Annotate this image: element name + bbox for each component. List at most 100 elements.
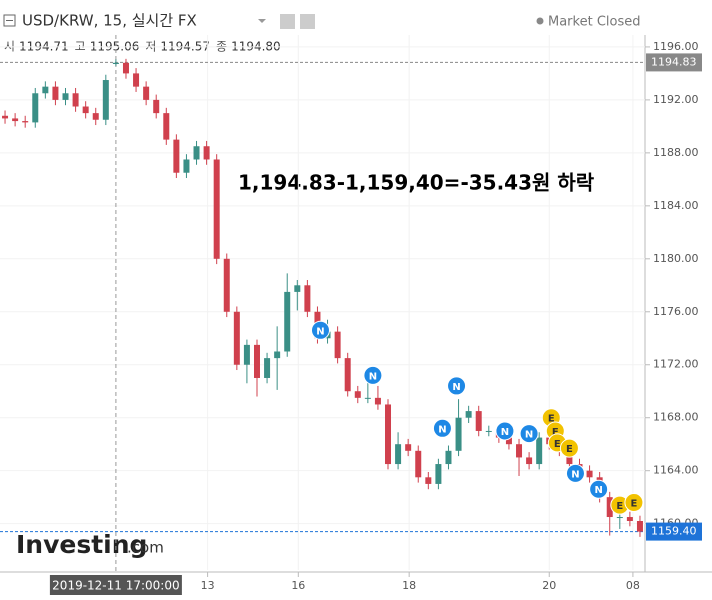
candle-body	[173, 139, 180, 173]
event-marker	[559, 438, 579, 458]
candle-body	[193, 146, 200, 160]
candle-body	[122, 62, 129, 74]
y-tick-label: 1176.00	[653, 305, 699, 318]
candle-body	[112, 62, 119, 65]
eye-icon[interactable]	[280, 14, 295, 29]
candle-body	[586, 470, 593, 478]
candle-body	[223, 258, 230, 312]
event-marker	[432, 418, 452, 438]
event-label: E	[548, 414, 555, 425]
candle-body	[606, 497, 613, 518]
candle-body	[42, 86, 49, 94]
logo-suffix: .com	[127, 539, 164, 557]
y-tick-label: 1196.00	[653, 40, 699, 53]
event-marker	[310, 320, 330, 340]
price-label: 1159.40	[651, 525, 697, 538]
candle-body	[274, 351, 281, 359]
candle-body	[445, 450, 452, 465]
event-marker	[565, 463, 585, 483]
candle-body	[284, 291, 291, 352]
candle-body	[354, 391, 361, 398]
crosshair-label-box	[49, 575, 182, 595]
x-tick-label: 16	[291, 579, 305, 592]
event-label: N	[501, 427, 509, 438]
event-label: N	[594, 485, 602, 496]
y-tick-label: 1164.00	[653, 464, 699, 477]
candle-body	[516, 444, 523, 458]
candle-body	[2, 115, 9, 119]
candle-body	[395, 444, 402, 465]
candle-body	[264, 358, 271, 378]
candle-body	[334, 331, 341, 359]
candle-body	[32, 93, 39, 123]
candle-body	[72, 93, 79, 107]
candle-body	[374, 397, 381, 405]
candle-body	[455, 417, 462, 451]
candle-body	[505, 437, 512, 445]
candle-body	[425, 477, 432, 484]
candle-body	[62, 93, 69, 100]
x-tick-label: 20	[542, 579, 556, 592]
x-tick-label: 08	[626, 579, 640, 592]
dropdown-icon[interactable]	[258, 19, 266, 23]
event-label: N	[525, 430, 533, 441]
candle-body	[385, 404, 392, 465]
price-label: 1194.83	[651, 55, 697, 68]
candle-body	[82, 106, 89, 114]
event-label: E	[630, 498, 637, 509]
candle-body	[626, 517, 633, 522]
settings-icon[interactable]	[300, 14, 315, 29]
candle-body	[213, 159, 220, 259]
candle-body	[536, 437, 543, 465]
candle-body	[143, 86, 150, 100]
event-label: N	[369, 371, 377, 382]
candle-body	[163, 113, 170, 140]
candle-body	[475, 411, 482, 431]
candle-body	[52, 86, 59, 100]
candle-body	[253, 344, 260, 378]
candle-body	[22, 121, 29, 123]
price-label-box	[646, 522, 702, 541]
candle-body	[233, 311, 240, 365]
event-label: N	[316, 326, 324, 337]
event-marker	[447, 376, 467, 396]
candle-body	[243, 344, 250, 365]
candle-body	[485, 430, 492, 432]
event-label: E	[566, 444, 573, 455]
price-label-box	[646, 53, 702, 72]
candle-body	[465, 411, 472, 418]
candle-body	[183, 159, 190, 173]
candle-body	[344, 358, 351, 392]
y-tick-label: 1172.00	[653, 358, 699, 371]
event-label: N	[438, 424, 446, 435]
event-marker	[589, 479, 609, 499]
event-label: N	[571, 469, 579, 480]
candle-body	[294, 285, 301, 292]
y-tick-label: 1188.00	[653, 146, 699, 159]
candle-body	[133, 73, 140, 87]
candle-body	[304, 285, 311, 312]
y-tick-label: 1168.00	[653, 411, 699, 424]
candle-body	[405, 444, 412, 451]
y-tick-label: 1192.00	[653, 93, 699, 106]
candle-body	[153, 99, 160, 114]
x-tick-label: 13	[201, 579, 215, 592]
status-dot	[536, 17, 544, 25]
event-label: E	[554, 439, 561, 450]
event-label: N	[452, 382, 460, 393]
candle-body	[92, 113, 99, 120]
logo-name: Investing	[16, 530, 147, 559]
event-marker	[519, 424, 539, 444]
candle-body	[526, 457, 533, 465]
y-tick-label: 1180.00	[653, 252, 699, 265]
crosshair-label: 2019-12-11 17:00:00	[52, 579, 179, 593]
event-marker	[363, 365, 383, 385]
annotation: 1,194.83-1,159,40=-35.43원 하락	[238, 171, 595, 195]
candle-body	[12, 118, 19, 122]
candle-body	[364, 397, 371, 399]
candle-body	[435, 464, 442, 484]
collapse-icon[interactable]	[3, 14, 16, 27]
candle-body	[415, 450, 422, 478]
event-label: E	[552, 427, 559, 438]
